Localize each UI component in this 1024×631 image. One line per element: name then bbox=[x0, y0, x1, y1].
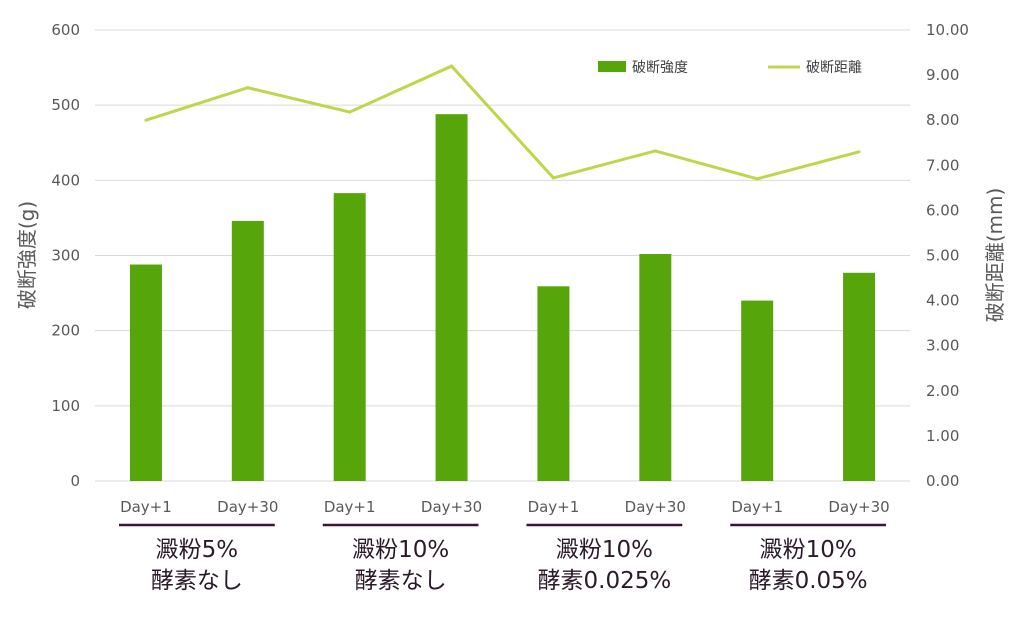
y2-tick-label: 2.00 bbox=[926, 382, 959, 400]
y-tick-label: 200 bbox=[51, 322, 80, 340]
category-labels: Day+1 Day+30 Day+1 Day+30 Day+1 Day+30 Day+1 Da… bbox=[120, 498, 890, 516]
left-axis-ticks: 0 100 200 300 400 500 600 bbox=[51, 21, 80, 490]
bar bbox=[537, 286, 570, 481]
line-point bbox=[348, 110, 352, 114]
gridlines bbox=[95, 29, 910, 482]
line-point bbox=[755, 177, 759, 181]
group-label-line2: 酵素0.05% bbox=[749, 568, 868, 594]
category-label: Day+1 bbox=[528, 498, 580, 516]
y2-tick-label: 5.00 bbox=[926, 247, 959, 265]
bar bbox=[843, 272, 876, 481]
y2-tick-label: 8.00 bbox=[926, 111, 959, 129]
category-label: Day+30 bbox=[828, 498, 889, 516]
bar bbox=[231, 220, 264, 481]
y2-tick-label: 9.00 bbox=[926, 66, 959, 84]
y2-tick-label: 10.00 bbox=[926, 21, 969, 39]
y-tick-label: 400 bbox=[51, 171, 80, 189]
y2-tick-label: 6.00 bbox=[926, 201, 959, 219]
right-axis-ticks: 0.00 1.00 2.00 3.00 4.00 5.00 6.00 7.00 8.00 9.00… bbox=[926, 21, 969, 490]
y-tick-label: 100 bbox=[51, 397, 80, 415]
group-label-line1: 澱粉10% bbox=[760, 537, 857, 563]
category-label: Day+1 bbox=[324, 498, 376, 516]
group-label-line1: 澱粉10% bbox=[556, 537, 653, 563]
line-point bbox=[246, 86, 250, 90]
category-label: Day+1 bbox=[731, 498, 783, 516]
y2-axis-title: 破断距離(mm) bbox=[983, 188, 1007, 323]
bar bbox=[435, 114, 468, 481]
category-label: Day+1 bbox=[120, 498, 172, 516]
group-label-line2: 酵素なし bbox=[355, 568, 447, 594]
bar bbox=[129, 264, 162, 481]
bar-series bbox=[129, 114, 876, 481]
line-series bbox=[144, 64, 861, 181]
group-labels: 澱粉5% 酵素なし 澱粉10% 酵素なし 澱粉10% 酵素0.025% 澱粉10% 酵素0.0… bbox=[119, 523, 886, 594]
line-point bbox=[144, 118, 148, 122]
y-tick-label: 600 bbox=[51, 21, 80, 39]
y2-tick-label: 0.00 bbox=[926, 472, 959, 490]
group-label-line1: 澱粉5% bbox=[156, 537, 239, 563]
line-point bbox=[551, 176, 555, 180]
category-label: Day+30 bbox=[421, 498, 482, 516]
group-label-line2: 酵素0.025% bbox=[538, 568, 672, 594]
y2-tick-label: 1.00 bbox=[926, 427, 959, 445]
y2-tick-label: 4.00 bbox=[926, 292, 959, 310]
category-label: Day+30 bbox=[625, 498, 686, 516]
category-label: Day+30 bbox=[217, 498, 278, 516]
legend-swatch-bar bbox=[598, 61, 626, 72]
y-tick-label: 0 bbox=[70, 472, 80, 490]
series-line bbox=[145, 64, 860, 181]
group-label-line2: 酵素なし bbox=[151, 568, 243, 594]
line-point bbox=[653, 149, 657, 153]
bar bbox=[741, 300, 774, 481]
line-point bbox=[857, 150, 861, 154]
legend-label-bar: 破断強度 bbox=[632, 60, 688, 76]
bar bbox=[333, 193, 366, 481]
legend: 破断強度 破断距離 bbox=[598, 59, 862, 76]
legend-label-line: 破断距離 bbox=[806, 59, 862, 76]
y-tick-label: 300 bbox=[51, 247, 80, 265]
line-point bbox=[450, 64, 454, 68]
group-label-line1: 澱粉10% bbox=[352, 537, 449, 563]
y2-tick-label: 7.00 bbox=[926, 156, 959, 174]
y2-tick-label: 3.00 bbox=[926, 337, 959, 355]
y-axis-title: 破断強度(g) bbox=[15, 201, 39, 309]
y-tick-label: 500 bbox=[51, 96, 80, 114]
bar bbox=[639, 253, 672, 481]
